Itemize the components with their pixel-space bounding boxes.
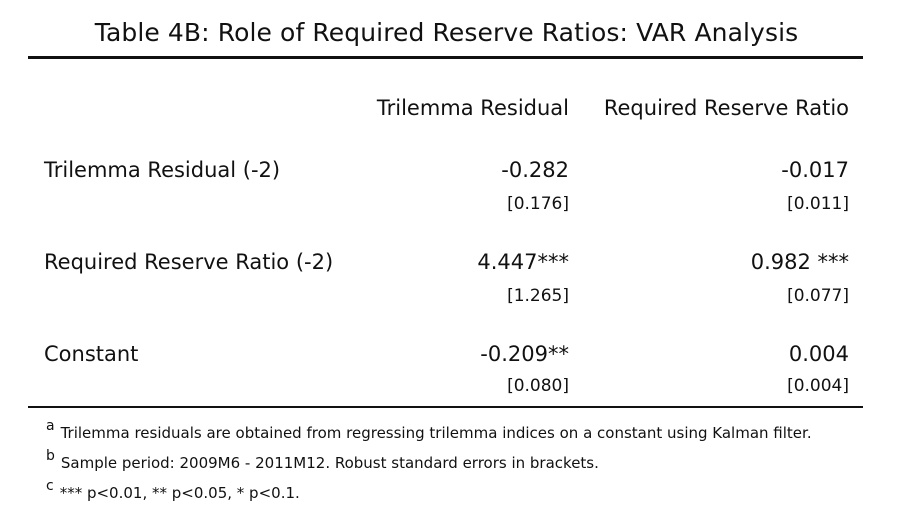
footnote-mark: c bbox=[46, 478, 54, 494]
cell-standard-error: [0.176] bbox=[507, 194, 569, 214]
column-header-trilemma-residual: Trilemma Residual bbox=[376, 96, 569, 120]
table-title: Table 4B: Role of Required Reserve Ratio… bbox=[94, 18, 799, 47]
row-label-required-reserve-ratio-lag: Required Reserve Ratio (-2) bbox=[44, 250, 334, 274]
row-label-constant: Constant bbox=[44, 342, 139, 366]
cell-coefficient: -0.017 bbox=[781, 158, 849, 182]
footnote-mark: a bbox=[46, 418, 55, 434]
footnote-text: *** p<0.01, ** p<0.05, * p<0.1. bbox=[59, 484, 300, 502]
cell-standard-error: [0.080] bbox=[507, 376, 569, 396]
footnote-b: b Sample period: 2009M6 - 2011M12. Robust… bbox=[46, 448, 599, 472]
top-rule bbox=[28, 56, 863, 59]
cell-standard-error: [0.004] bbox=[787, 376, 849, 396]
cell-coefficient: 0.982 *** bbox=[750, 250, 849, 274]
cell-standard-error: [0.077] bbox=[787, 286, 849, 306]
footnote-text: Trilemma residuals are obtained from reg… bbox=[60, 424, 812, 442]
cell-coefficient: -0.282 bbox=[501, 158, 569, 182]
cell-coefficient: 0.004 bbox=[788, 342, 849, 366]
bottom-rule bbox=[28, 406, 863, 408]
cell-coefficient: 4.447*** bbox=[477, 250, 569, 274]
row-label-trilemma-residual-lag: Trilemma Residual (-2) bbox=[44, 158, 281, 182]
footnote-mark: b bbox=[46, 448, 55, 464]
footnote-c: c *** p<0.01, ** p<0.05, * p<0.1. bbox=[46, 478, 300, 502]
cell-standard-error: [0.011] bbox=[787, 194, 849, 214]
footnote-text: Sample period: 2009M6 - 2011M12. Robust … bbox=[60, 454, 599, 472]
footnote-a: a Trilemma residuals are obtained from re… bbox=[46, 418, 812, 442]
column-header-required-reserve-ratio: Required Reserve Ratio bbox=[603, 96, 849, 120]
cell-standard-error: [1.265] bbox=[507, 286, 569, 306]
cell-coefficient: -0.209** bbox=[480, 342, 569, 366]
